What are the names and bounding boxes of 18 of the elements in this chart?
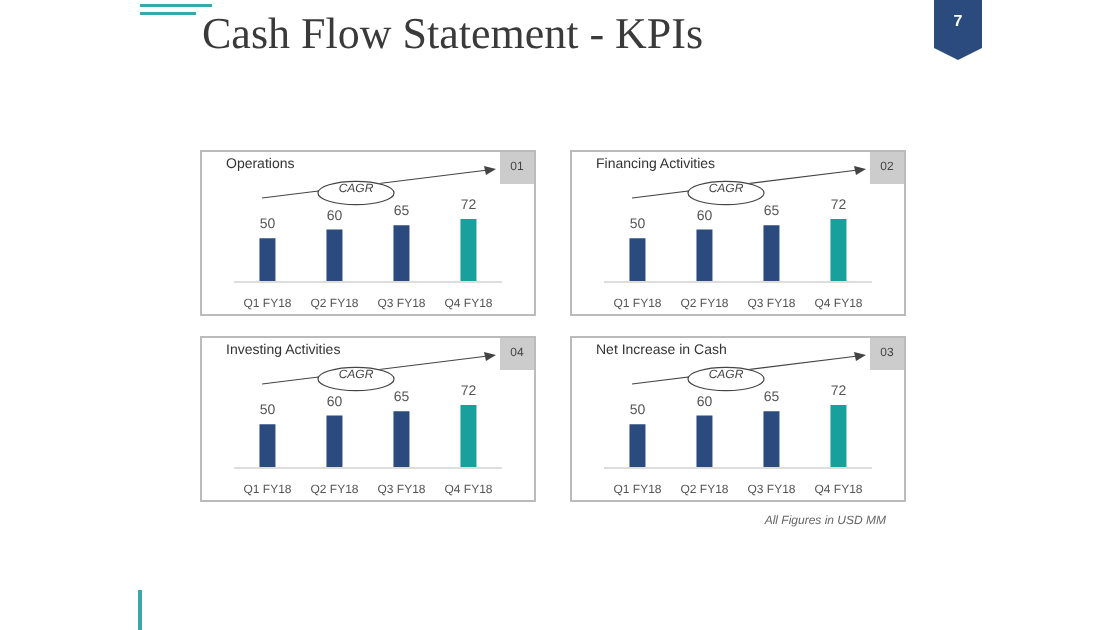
- bar: [393, 225, 410, 282]
- bar: [763, 225, 780, 282]
- bar: [696, 229, 713, 282]
- bar: [259, 238, 276, 282]
- text: 7: [951, 12, 965, 30]
- text: Cash Flow Statement - KPIs: [202, 8, 704, 60]
- bar: [763, 411, 780, 468]
- bar: [393, 411, 410, 468]
- bar: [460, 219, 477, 282]
- bar: [629, 238, 646, 282]
- bar: [259, 424, 276, 468]
- bar: [326, 229, 343, 282]
- bar: [326, 415, 343, 468]
- bar: [460, 405, 477, 468]
- bar: [629, 424, 646, 468]
- bar: [830, 405, 847, 468]
- bar: [830, 219, 847, 282]
- bar: [696, 415, 713, 468]
